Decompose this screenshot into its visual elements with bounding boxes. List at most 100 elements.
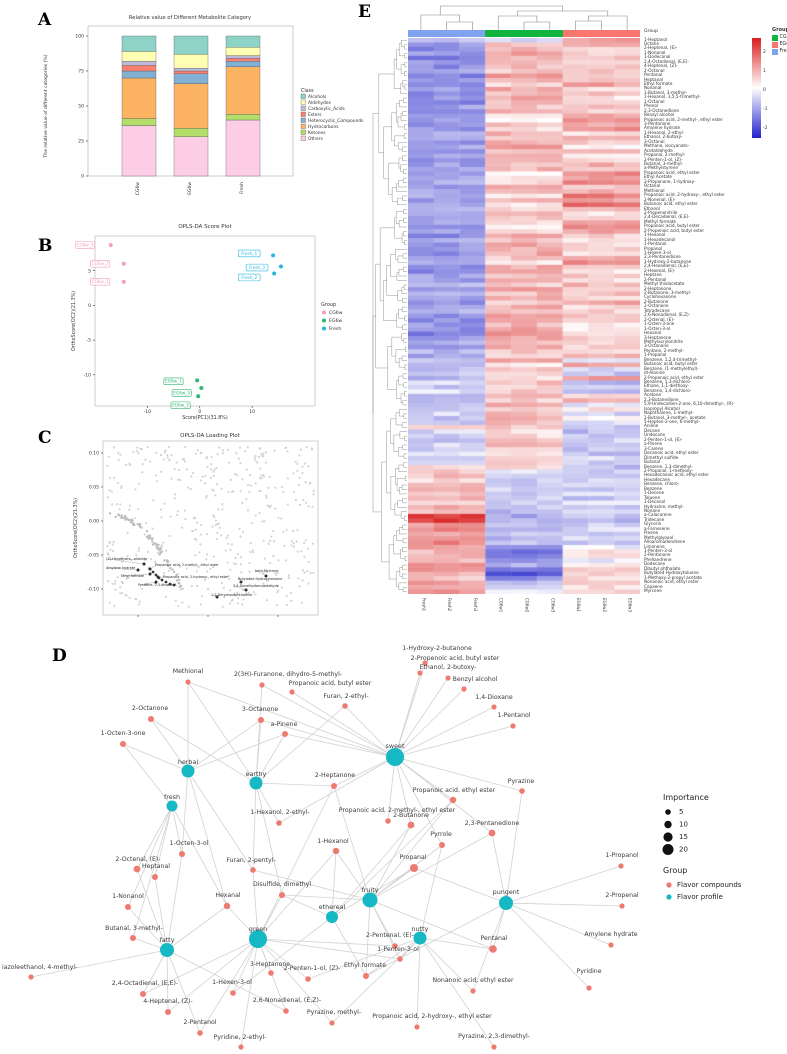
loading-point <box>234 557 237 560</box>
heatmap-row-label: 1-Hexen-3-ol <box>644 250 671 255</box>
loading-point <box>254 454 257 458</box>
heatmap-row-label: 4-Heptenal, (Z)- <box>644 63 678 69</box>
loading-point <box>174 599 177 602</box>
heatmap-row-label: Cyclohexanone <box>644 294 677 300</box>
heatmap-row-label: Methyl thiolacetate <box>644 281 685 287</box>
loading-point <box>194 554 197 557</box>
loading-point <box>252 591 255 594</box>
compound-label: Propanoic acid, 2-hydroxy-, ethyl ester <box>372 1013 492 1020</box>
compound-label: Nonanoic acid, ethyl ester <box>432 977 513 984</box>
bar-segment <box>225 47 261 56</box>
y-tick-label: 50 <box>78 104 84 110</box>
network-edge <box>369 899 401 960</box>
network-edge <box>331 850 337 918</box>
compound-node <box>449 796 457 804</box>
y-tick-label: 100 <box>75 34 84 40</box>
loading-point <box>238 527 241 531</box>
heatmap-row-label: 1-Methoxy-2-propyl acetate <box>644 574 703 580</box>
profile-node <box>160 943 174 957</box>
compound-label: 1-Nonanol <box>112 893 144 900</box>
legend-label: CG6w <box>779 35 787 41</box>
profile-node <box>413 931 427 945</box>
heatmap-row-label: 2-Butanone <box>644 298 669 304</box>
loading-point <box>286 450 289 453</box>
path <box>402 547 407 552</box>
bar-segment <box>173 128 209 137</box>
loading-point <box>285 595 288 598</box>
path <box>395 571 400 587</box>
loading-point <box>111 543 114 546</box>
point-label-box <box>163 377 184 386</box>
legend-swatch <box>772 49 778 55</box>
profile-label: green <box>249 925 267 933</box>
importance-value: 5 <box>679 808 683 816</box>
path <box>401 306 407 312</box>
loading-point <box>247 591 250 594</box>
heatmap-row-label: 2,4-Decadienal, (E,E)- <box>644 214 690 220</box>
loading-point <box>155 480 158 483</box>
heatmap-row-label: 2,4-Octadienal, (E,E)- <box>644 58 689 64</box>
network-edge <box>419 937 494 950</box>
loading-point <box>108 512 112 515</box>
compound-label: Disulfide, dimethyl <box>253 881 311 888</box>
network-edge <box>394 725 514 758</box>
network-edge <box>232 938 259 994</box>
network-edge <box>255 782 280 824</box>
loading-point <box>116 576 119 579</box>
path <box>575 20 602 30</box>
flavor-network: Methional 2-Octanone 1-Octen-3-one 3-Octano… <box>2 645 742 1050</box>
heatmap-row-label: 3-Pentanone <box>644 121 671 126</box>
stacked-bar-chart: Relative value of Different Metabolite C… <box>43 15 364 195</box>
loading-point <box>112 446 115 449</box>
heatmap-row-label: 1-Heptanol <box>644 36 668 42</box>
path <box>398 180 407 188</box>
y-tick-label: 0 <box>88 303 91 309</box>
network-edge <box>333 756 396 787</box>
loading-point <box>106 464 109 467</box>
network-edge <box>255 782 283 896</box>
network-edge <box>257 938 401 960</box>
path <box>401 286 407 294</box>
point-label-box <box>245 263 269 272</box>
loading-point <box>212 470 215 473</box>
path <box>400 164 407 172</box>
point-label: Fresh_3 <box>249 265 265 270</box>
loading-point <box>130 558 133 562</box>
path <box>400 113 407 121</box>
loading-point <box>239 535 242 538</box>
loading-point <box>163 502 166 505</box>
y-tick-label: 75 <box>78 69 84 75</box>
compound-node <box>407 821 415 829</box>
loading-label: beta-Myrcene <box>255 569 278 573</box>
y-axis-label: OrthoScore(OC2)(21.3%) <box>73 498 79 558</box>
heatmap-row-label: a-Pinene <box>644 441 663 447</box>
legend-label: Aldehydes <box>308 100 332 106</box>
loading-point <box>214 494 217 497</box>
bar-segment <box>121 77 157 119</box>
network-edge <box>187 770 228 907</box>
heatmap-row-label: 1-Octen-3-one <box>644 321 675 327</box>
loading-point <box>201 475 204 478</box>
importance-legend-title: Importance <box>663 793 709 802</box>
legend-swatch <box>322 318 326 323</box>
loading-point <box>209 463 213 466</box>
compound-label: 1-Octen-3-ol <box>170 840 209 847</box>
loading-point <box>151 537 154 540</box>
loading-point <box>265 579 268 582</box>
path <box>402 538 407 544</box>
loading-point <box>176 513 179 517</box>
loading-point <box>120 557 123 560</box>
loading-point <box>114 515 117 519</box>
loading-point <box>140 448 143 451</box>
compound-node <box>259 682 265 688</box>
path <box>379 227 395 301</box>
loading-point <box>290 540 294 543</box>
loading-point <box>262 582 265 585</box>
annotation-cell <box>536 30 563 37</box>
network-edge <box>30 949 168 978</box>
heatmap-row-label: Butylated Hydroxytoluene <box>644 570 699 576</box>
network-edge <box>505 902 590 989</box>
loading-point <box>303 541 306 544</box>
point-label: CG6w_3 <box>77 242 94 247</box>
colorbar-tick: -2 <box>763 126 768 131</box>
